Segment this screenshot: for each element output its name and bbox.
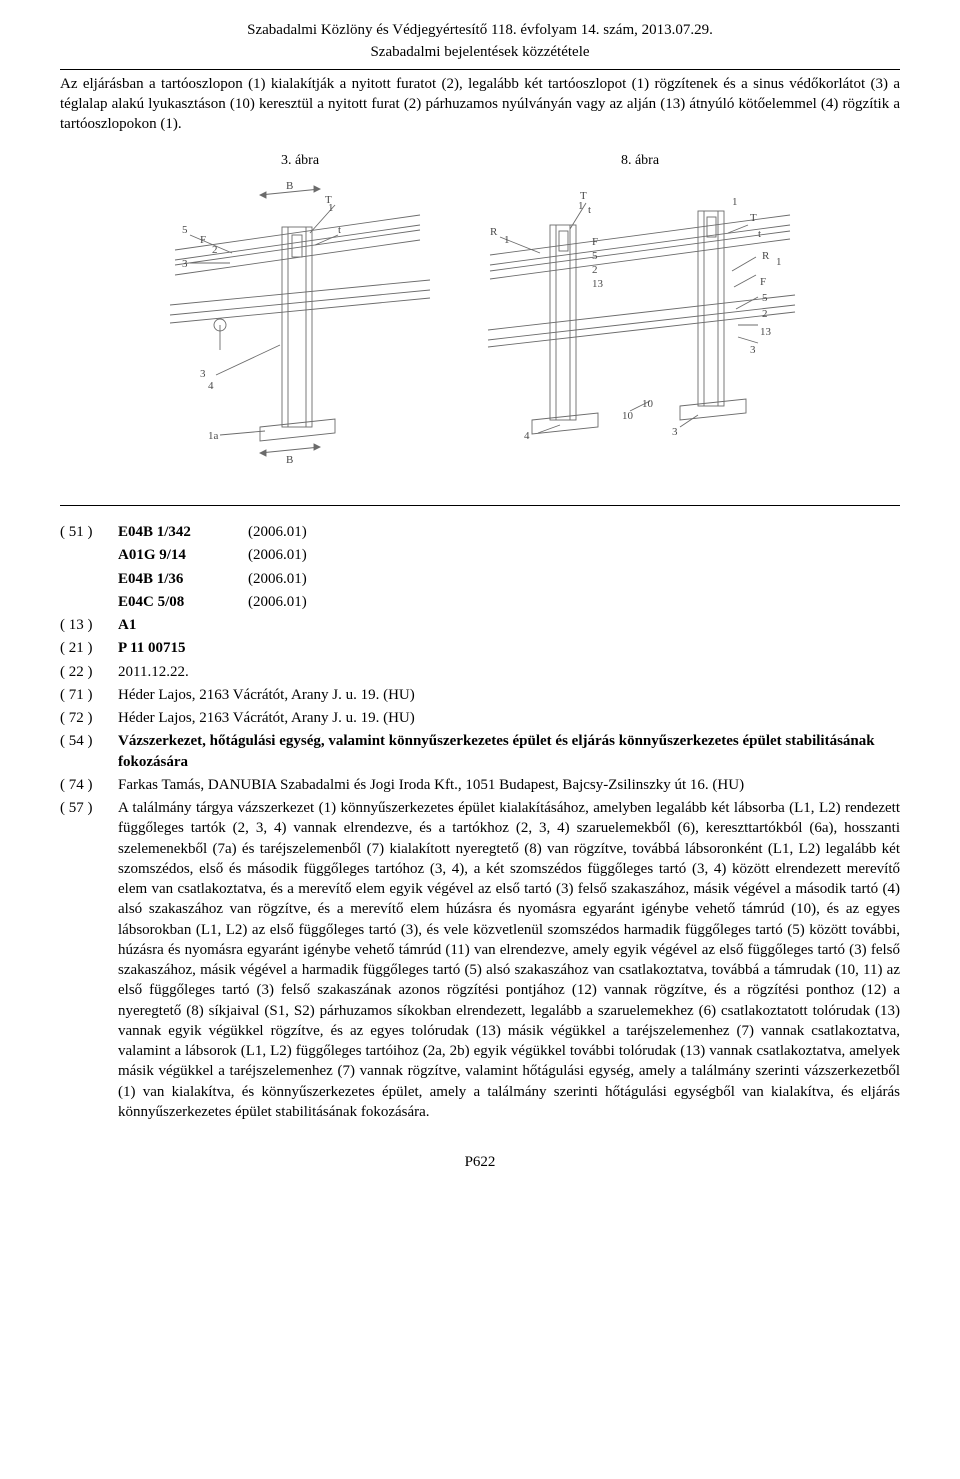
field-71-row: ( 71 ) Héder Lajos, 2163 Vácrátót, Arany… [60, 685, 900, 705]
field-74-row: ( 74 ) Farkas Tamás, DANUBIA Szabadalmi … [60, 775, 900, 795]
inid-code-72: ( 72 ) [60, 708, 118, 728]
svg-text:t: t [338, 224, 341, 236]
field-21-row: ( 21 ) P 11 00715 [60, 638, 900, 658]
svg-text:t: t [588, 204, 591, 216]
field-71-value: Héder Lajos, 2163 Vácrátót, Arany J. u. … [118, 685, 900, 705]
inid-code-71: ( 71 ) [60, 685, 118, 705]
svg-text:4: 4 [208, 380, 214, 392]
field-21-value: P 11 00715 [118, 638, 900, 658]
header-section-line: Szabadalmi bejelentések közzététele [60, 42, 900, 62]
svg-text:10: 10 [622, 410, 634, 422]
field-54-title: Vázszerkezet, hőtágulási egység, valamin… [118, 731, 900, 772]
field-74-value: Farkas Tamás, DANUBIA Szabadalmi és Jogi… [118, 775, 900, 795]
svg-text:5: 5 [182, 224, 188, 236]
ipc-code: E04B 1/342 [118, 522, 248, 542]
field-13-value: A1 [118, 615, 900, 635]
svg-text:1: 1 [578, 200, 584, 212]
svg-text:3: 3 [750, 344, 756, 356]
figures-row: 3. ábra [60, 152, 900, 465]
field-22-value: 2011.12.22. [118, 662, 900, 682]
svg-text:1: 1 [776, 256, 782, 268]
field-51-row-2: E04B 1/36 (2006.01) [60, 569, 900, 589]
inid-code-21: ( 21 ) [60, 638, 118, 658]
svg-text:1: 1 [504, 234, 510, 246]
figure-3-caption: 3. ábra [160, 152, 440, 171]
svg-text:B: B [286, 454, 293, 465]
svg-text:3: 3 [672, 426, 678, 438]
svg-text:T: T [750, 212, 757, 224]
figure-3-block: 3. ábra [160, 152, 440, 465]
field-54-row: ( 54 ) Vázszerkezet, hőtágulási egység, … [60, 731, 900, 772]
figure-3-drawing: B T t 1 5 F 2 3 3 4 1a B [160, 175, 440, 465]
svg-text:t: t [758, 228, 761, 240]
header-rule [60, 69, 900, 70]
figure-8-caption: 8. ábra [480, 152, 800, 171]
svg-text:2: 2 [212, 244, 218, 256]
svg-text:F: F [592, 236, 598, 248]
svg-text:R: R [490, 226, 498, 238]
svg-text:3: 3 [182, 258, 188, 270]
field-22-row: ( 22 ) 2011.12.22. [60, 662, 900, 682]
field-72-value: Héder Lajos, 2163 Vácrátót, Arany J. u. … [118, 708, 900, 728]
inid-code-57: ( 57 ) [60, 798, 118, 1122]
inid-code-54: ( 54 ) [60, 731, 118, 772]
inid-code-22: ( 22 ) [60, 662, 118, 682]
field-51-row-1: A01G 9/14 (2006.01) [60, 545, 900, 565]
svg-text:B: B [286, 180, 293, 192]
svg-text:2: 2 [592, 264, 598, 276]
svg-text:10: 10 [642, 398, 654, 410]
field-51-row-3: E04C 5/08 (2006.01) [60, 592, 900, 612]
prior-entry-continuation-paragraph: Az eljárásban a tartóoszlopon (1) kialak… [60, 74, 900, 135]
ipc-code: E04B 1/36 [118, 569, 248, 589]
figure-8-block: 8. ábra [480, 152, 800, 465]
svg-text:5: 5 [592, 250, 598, 262]
ipc-version: (2006.01) [248, 569, 307, 589]
ipc-version: (2006.01) [248, 545, 307, 565]
entry-separator-rule [60, 505, 900, 506]
svg-text:2: 2 [762, 308, 768, 320]
svg-text:5: 5 [762, 292, 768, 304]
svg-text:1: 1 [328, 202, 334, 214]
inid-code-51: ( 51 ) [60, 522, 118, 542]
svg-text:R: R [762, 250, 770, 262]
svg-text:1: 1 [732, 196, 738, 208]
field-57-abstract: A találmány tárgya vázszerkezet (1) könn… [118, 798, 900, 1122]
field-57-row: ( 57 ) A találmány tárgya vázszerkezet (… [60, 798, 900, 1122]
svg-text:F: F [760, 276, 766, 288]
header-journal-line: Szabadalmi Közlöny és Védjegyértesítő 11… [60, 20, 900, 40]
ipc-code: E04C 5/08 [118, 592, 248, 612]
inid-code-74: ( 74 ) [60, 775, 118, 795]
svg-text:3: 3 [200, 368, 206, 380]
svg-text:13: 13 [760, 326, 772, 338]
figure-8-drawing: T t 1 R 1 F 5 2 13 1 T t R 1 F 5 2 13 3 … [480, 175, 800, 465]
ipc-version: (2006.01) [248, 592, 307, 612]
svg-text:4: 4 [524, 430, 530, 442]
field-13-row: ( 13 ) A1 [60, 615, 900, 635]
svg-text:13: 13 [592, 278, 604, 290]
svg-text:F: F [200, 234, 206, 246]
field-72-row: ( 72 ) Héder Lajos, 2163 Vácrátót, Arany… [60, 708, 900, 728]
field-51-row-0: ( 51 ) E04B 1/342 (2006.01) [60, 522, 900, 542]
page-number: P622 [60, 1152, 900, 1172]
svg-text:1a: 1a [208, 430, 219, 442]
ipc-version: (2006.01) [248, 522, 307, 542]
ipc-code: A01G 9/14 [118, 545, 248, 565]
inid-code-13: ( 13 ) [60, 615, 118, 635]
